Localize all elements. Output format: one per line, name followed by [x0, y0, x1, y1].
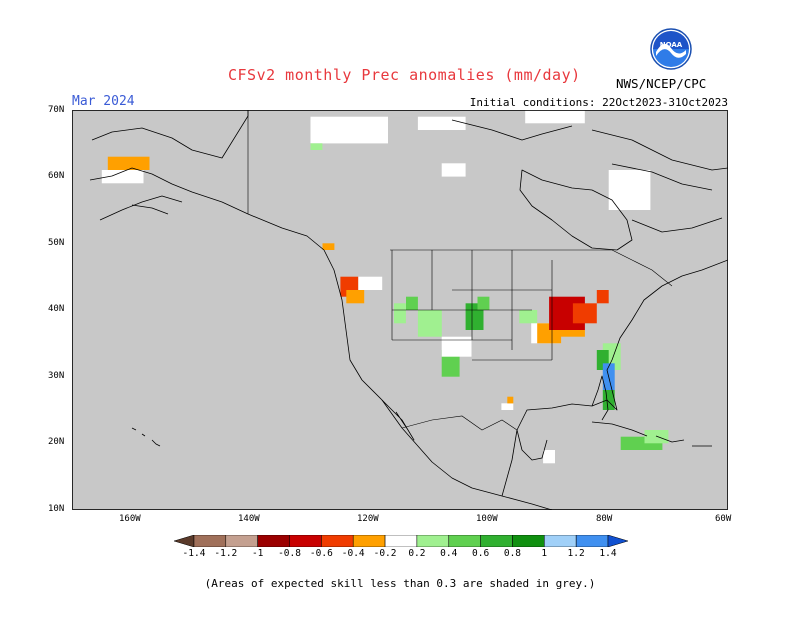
logo-text: NOAA — [660, 41, 683, 49]
colorbar-label: 0.6 — [472, 548, 490, 559]
anomaly-patch — [346, 290, 365, 304]
anomaly-patch — [519, 310, 538, 324]
colorbar-bin — [193, 535, 227, 547]
colorbar-label: -0.4 — [341, 548, 365, 559]
colorbar-bin — [575, 535, 609, 547]
colorbar-label: 0.2 — [408, 548, 426, 559]
anomaly-patch — [507, 396, 514, 404]
anomaly-patch — [572, 303, 597, 324]
colorbar-bin — [321, 535, 354, 547]
lat-label: 40N — [48, 304, 65, 314]
colorbar-bin — [448, 535, 481, 547]
colorbar-label: 0.8 — [503, 548, 522, 559]
anomaly-patch — [441, 163, 466, 177]
anomaly-patch — [441, 336, 472, 357]
anomaly-patch — [322, 243, 335, 250]
initial-conditions-label: Initial conditions: 22Oct2023-31Oct2023 — [469, 96, 728, 109]
lon-label: 140W — [238, 514, 260, 524]
anomaly-patch — [310, 143, 323, 150]
anomaly-patch — [501, 403, 514, 410]
anomaly-patch — [477, 296, 490, 310]
colorbar-label: -0.8 — [278, 548, 301, 559]
valid-month-label: Mar 2024 — [72, 94, 135, 109]
colorbar-label: 0.4 — [440, 548, 458, 559]
noaa-logo: NOAA — [650, 28, 692, 70]
skill-footnote: (Areas of expected skill less than 0.3 a… — [204, 577, 596, 590]
lat-label: 30N — [48, 371, 65, 381]
coastlines — [89, 110, 729, 511]
agency-label: NWS/NCEP/CPC — [616, 76, 707, 91]
colorbar-bin — [416, 535, 449, 547]
lat-label: 10N — [48, 504, 65, 514]
anomaly-layer — [101, 110, 669, 464]
anomaly-patch — [406, 296, 418, 310]
lon-label: 120W — [357, 514, 379, 524]
map-panel — [72, 110, 729, 511]
lat-label: 20N — [48, 437, 65, 447]
anomaly-patch — [107, 156, 150, 170]
colorbar-bin — [352, 535, 386, 547]
colorbar-bin — [257, 535, 290, 547]
colorbar-bin — [289, 535, 322, 547]
map-canvas — [72, 110, 729, 511]
anomaly-patch — [602, 390, 615, 410]
anomaly-patch — [608, 170, 651, 210]
lat-label: 60N — [48, 171, 65, 181]
lon-label: 100W — [476, 514, 498, 524]
colorbar-label: -0.2 — [373, 548, 397, 559]
lon-label: 60W — [715, 514, 732, 524]
colorbar-arrow-high — [607, 535, 628, 547]
colorbar-label: -1.4 — [182, 548, 206, 559]
colorbar-bin — [480, 535, 513, 547]
political-borders — [247, 110, 673, 431]
anomaly-patch — [525, 110, 585, 124]
anomaly-patch — [543, 450, 555, 464]
anomaly-patch — [644, 430, 669, 444]
colorbar-label: -1.2 — [214, 548, 238, 559]
anomaly-patch — [596, 350, 609, 370]
anomaly-patch — [417, 116, 466, 130]
lat-label: 50N — [48, 238, 65, 248]
anomaly-patch — [394, 303, 406, 324]
anomaly-patch — [310, 116, 388, 144]
lat-label: 70N — [48, 105, 65, 115]
map-frame — [72, 110, 728, 510]
lon-label: 80W — [596, 514, 613, 524]
colorbar-bin — [544, 535, 577, 547]
colorbar-bin — [225, 535, 258, 547]
colorbar-bin — [512, 535, 545, 547]
colorbar-bin — [384, 535, 418, 547]
colorbar-label: 1.2 — [567, 548, 585, 559]
colorbar-label: 1.4 — [599, 548, 617, 559]
colorbar-arrow-low — [174, 535, 195, 547]
anomaly-patch — [417, 310, 442, 337]
anomaly-patch — [561, 330, 585, 337]
anomaly-patch — [358, 276, 383, 290]
anomaly-patch — [596, 290, 609, 304]
colorbar-label: -1 — [251, 548, 264, 559]
colorbar-label: -0.6 — [309, 548, 333, 559]
colorbar — [174, 535, 628, 547]
colorbar-label: 1 — [541, 548, 548, 559]
lon-label: 160W — [119, 514, 141, 524]
anomaly-patch — [101, 170, 144, 184]
